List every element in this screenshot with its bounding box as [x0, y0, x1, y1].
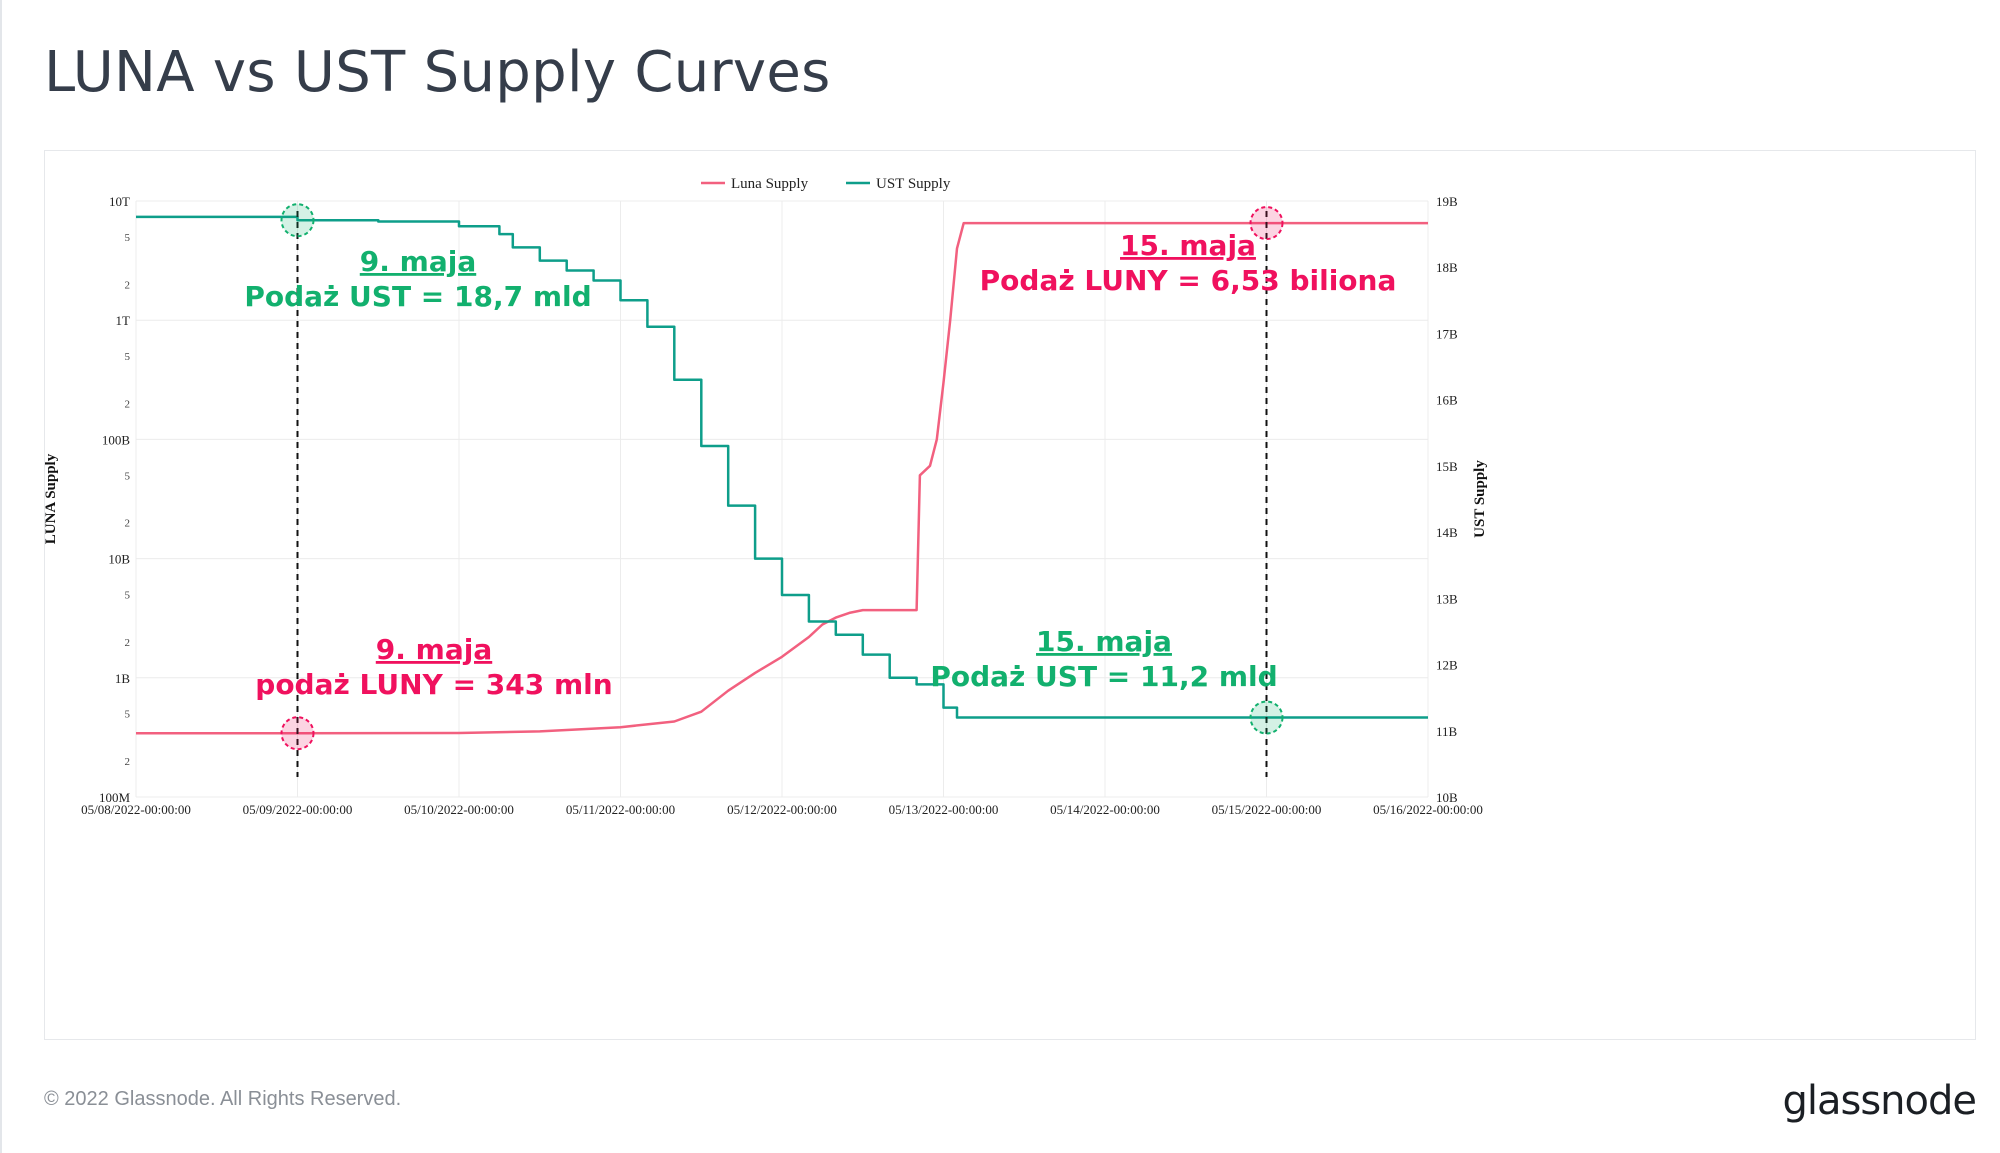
right-axis-tick-label: 16B [1436, 393, 1458, 408]
annotation-marker [280, 203, 315, 238]
annotation-marker [1249, 206, 1284, 241]
left-axis-minor-tick-label: 5 [125, 589, 131, 601]
supply-chart: 100M 1B 10B 100B 1T 10T 2 5 2 5 2 5 2 5 2 5 10B 11B 12B 13B… [45, 176, 1488, 817]
left-axis-tick-label: 10B [108, 552, 130, 567]
left-axis-minor-tick-label: 5 [125, 709, 131, 721]
right-axis-tick-label: 17B [1436, 326, 1458, 341]
x-axis-tick-label: 05/13/2022-00:00:00 [889, 802, 999, 817]
luna-supply-line [136, 221, 1428, 735]
left-axis-minor-tick-label: 2 [125, 637, 131, 649]
left-axis-title: LUNA Supply [45, 453, 59, 544]
x-axis-tick-label: 05/09/2022-00:00:00 [243, 802, 353, 817]
right-axis-tick-label: 14B [1436, 525, 1458, 540]
annotation-value-label: Podaż LUNY = 6,53 biliona [980, 264, 1397, 297]
x-axis-tick-label: 05/08/2022-00:00:00 [81, 802, 191, 817]
left-axis-minor-tick-label: 2 [125, 756, 131, 768]
annotation-value-label: Podaż UST = 11,2 mld [930, 660, 1277, 693]
left-axis-minor-tick-label: 5 [125, 351, 131, 363]
left-axis-tick-label: 100M [99, 790, 131, 805]
annotation-value-label: podaż LUNY = 343 mln [255, 668, 612, 701]
right-axis-tick-label: 15B [1436, 459, 1458, 474]
annotation-value-label: Podaż UST = 18,7 mld [244, 280, 591, 313]
left-axis-tick-label: 10T [109, 194, 130, 209]
annotation-date-label: 15. maja [1120, 229, 1256, 262]
right-axis-tick-label: 12B [1436, 658, 1458, 673]
annotation-marker [1249, 700, 1284, 735]
left-axis-tick-label: 1B [115, 671, 131, 686]
left-axis-tick-label: 100B [102, 432, 131, 447]
right-axis-tick-label: 18B [1436, 260, 1458, 275]
x-axis-tick-label: 05/10/2022-00:00:00 [404, 802, 514, 817]
copyright-notice: © 2022 Glassnode. All Rights Reserved. [44, 1088, 402, 1110]
x-axis-tick-label: 05/16/2022-00:00:00 [1373, 802, 1483, 817]
right-axis-title: UST Supply [1472, 460, 1488, 538]
right-axis-tick-label: 11B [1436, 724, 1458, 739]
x-axis-tick-label: 05/11/2022-00:00:00 [566, 802, 675, 817]
left-border [0, 0, 2, 1153]
right-axis-tick-label: 19B [1436, 194, 1458, 209]
chart-panel: 100M 1B 10B 100B 1T 10T 2 5 2 5 2 5 2 5 2 5 10B 11B 12B 13B… [44, 150, 1976, 1040]
x-axis-tick-label: 05/12/2022-00:00:00 [727, 802, 837, 817]
chart-canvas: 100M 1B 10B 100B 1T 10T 2 5 2 5 2 5 2 5 2 5 10B 11B 12B 13B… [45, 176, 1488, 817]
right-axis-tick-label: 10B [1436, 790, 1458, 805]
left-axis-minor-tick-label: 2 [125, 279, 131, 291]
left-axis-minor-tick-label: 2 [125, 399, 131, 411]
left-axis-tick-label: 1T [116, 313, 131, 328]
glassnode-logo[interactable]: glassnode [1782, 1078, 1977, 1124]
annotation-date-label: 9. maja [376, 633, 492, 666]
annotation-date-label: 9. maja [360, 245, 476, 278]
left-axis-minor-tick-label: 2 [125, 518, 131, 530]
annotation-date-label: 15. maja [1036, 625, 1172, 658]
legend-label-luna: Luna Supply [731, 176, 809, 192]
page-title: LUNA vs UST Supply Curves [44, 40, 831, 105]
x-axis-tick-label: 05/15/2022-00:00:00 [1212, 802, 1322, 817]
annotation-marker [280, 716, 315, 751]
right-axis-tick-label: 13B [1436, 591, 1458, 606]
ust-supply-line [136, 215, 1428, 719]
legend-label-ust: UST Supply [876, 176, 951, 192]
x-axis-tick-label: 05/14/2022-00:00:00 [1050, 802, 1160, 817]
left-axis-minor-tick-label: 5 [125, 232, 131, 244]
left-axis-minor-tick-label: 5 [125, 470, 131, 482]
